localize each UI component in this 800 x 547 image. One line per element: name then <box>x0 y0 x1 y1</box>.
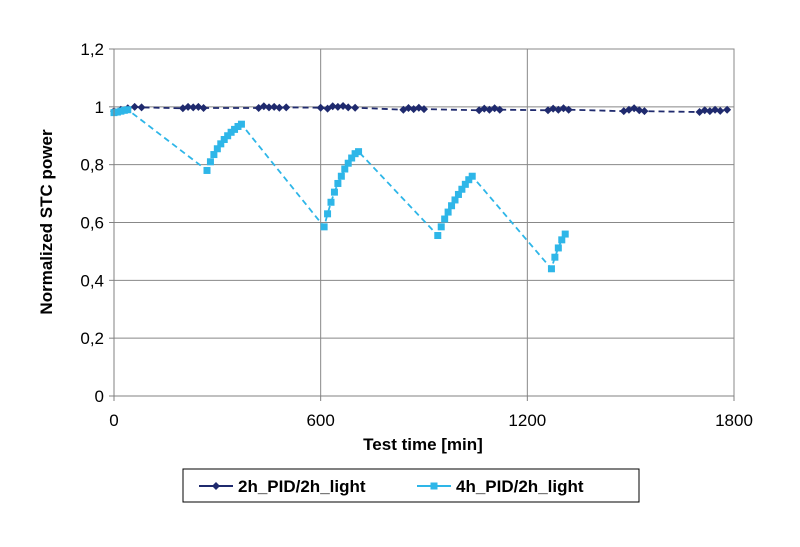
series-1-point <box>723 105 732 114</box>
series-2-point <box>461 180 469 188</box>
series-2-point <box>327 198 335 206</box>
series-1-point <box>711 105 720 114</box>
series-1-point <box>344 103 353 112</box>
legend-swatch-marker-2 <box>430 482 438 490</box>
series-2-point <box>348 154 356 162</box>
series-2-point <box>551 253 559 261</box>
y-tick-label: 0,2 <box>80 329 104 348</box>
series-1-point <box>270 102 279 111</box>
series-1-point <box>275 103 284 112</box>
series-2-point <box>458 185 466 193</box>
series-2 <box>110 106 569 273</box>
legend-label-series-1: 2h_PID/2h_light <box>238 477 366 496</box>
series-2-point <box>330 188 338 196</box>
series-1-point <box>184 102 193 111</box>
series-2-point <box>441 215 449 223</box>
series-1-point <box>351 103 360 112</box>
series-2-point <box>554 244 562 252</box>
y-tick-label: 1,2 <box>80 40 104 59</box>
y-axis-title: Normalized STC power <box>37 129 56 315</box>
series-1-point <box>259 102 268 111</box>
series-2-point <box>206 158 214 166</box>
series-layer <box>110 101 732 273</box>
series-1-point <box>328 102 337 111</box>
series-2-point <box>124 106 132 114</box>
series-2-point <box>324 210 332 218</box>
x-tick-label: 1800 <box>715 411 753 430</box>
series-2-point <box>217 140 225 148</box>
series-2-point <box>320 223 328 231</box>
series-1-point <box>199 103 208 112</box>
series-1-point <box>700 106 709 115</box>
series-2-point <box>337 172 345 180</box>
series-1-point <box>716 106 725 115</box>
series-2-point <box>213 145 221 153</box>
series-1-point <box>265 103 273 112</box>
series-2-point <box>454 190 462 198</box>
x-tick-label: 600 <box>306 411 334 430</box>
series-2-point <box>203 166 211 174</box>
series-2-point <box>237 120 245 128</box>
series-1-point <box>420 105 428 114</box>
series-1-point <box>549 104 558 113</box>
series-2-point <box>547 265 555 273</box>
series-1-point <box>194 102 203 111</box>
axes: 0 0,2 0,4 0,6 0,8 1 1,2 0 600 1200 1800 <box>80 40 753 430</box>
y-tick-label: 0,6 <box>80 214 104 233</box>
series-1-point <box>635 106 644 115</box>
legend-box <box>182 468 640 503</box>
series-2-point <box>558 236 566 244</box>
y-tick-label: 1 <box>95 98 104 117</box>
series-1-point <box>189 103 198 112</box>
series-2-point <box>434 232 442 240</box>
series-2-point <box>210 151 218 159</box>
series-1-point <box>333 102 342 111</box>
series-2-point <box>561 230 569 238</box>
series-2-point <box>344 159 352 167</box>
legend: 2h_PID/2h_light 4h_PID/2h_light <box>182 468 640 503</box>
series-2-point <box>220 136 228 144</box>
series-2-point <box>334 179 342 187</box>
legend-label-series-2: 4h_PID/2h_light <box>456 477 584 496</box>
series-1-point <box>564 105 573 114</box>
series-2-point <box>341 165 349 173</box>
series-2-point <box>444 208 452 216</box>
x-axis-title: Test time [min] <box>363 435 483 454</box>
series-1-point <box>282 103 291 112</box>
y-tick-label: 0 <box>95 387 104 406</box>
series-1-point <box>495 105 504 114</box>
x-tick-label: 1200 <box>508 411 546 430</box>
series-1-point <box>640 107 649 116</box>
series-2-point <box>437 223 445 231</box>
series-2-point <box>451 196 459 204</box>
y-tick-label: 0,8 <box>80 156 104 175</box>
x-tick-label: 0 <box>109 411 118 430</box>
series-1-point <box>130 102 139 111</box>
series-1-point <box>404 103 413 112</box>
y-tick-label: 0,4 <box>80 271 104 290</box>
series-2-point <box>468 172 476 180</box>
series-1-point <box>137 103 146 112</box>
legend-swatch-marker-1 <box>212 482 220 490</box>
series-2-point <box>355 148 363 156</box>
series-2-point <box>448 202 456 210</box>
series-1-point <box>480 104 489 113</box>
series-1-point <box>316 103 325 112</box>
